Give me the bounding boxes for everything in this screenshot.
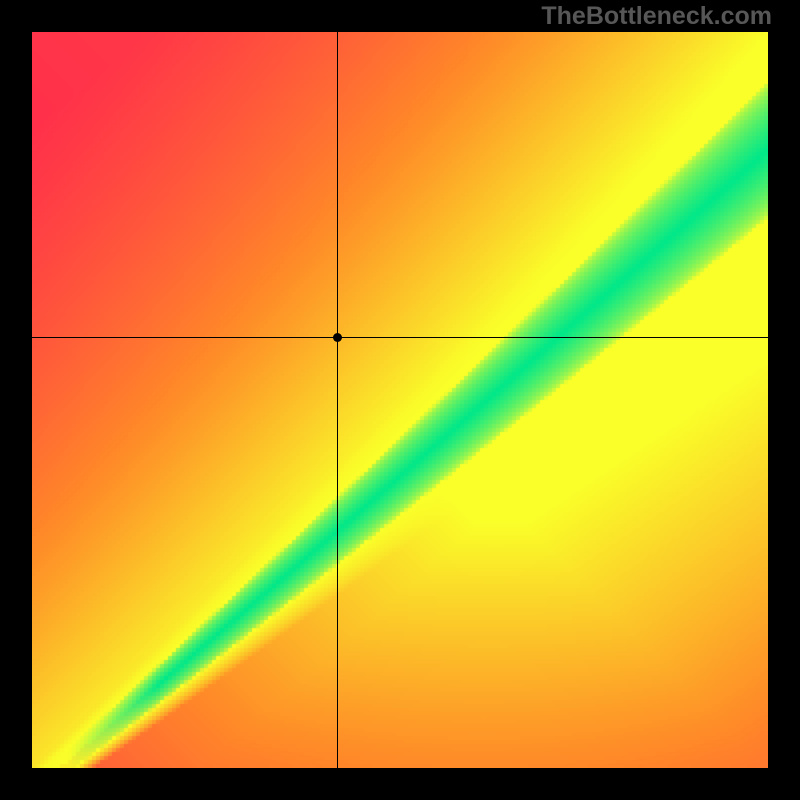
chart-container: TheBottleneck.com	[0, 0, 800, 800]
heatmap-canvas	[32, 32, 768, 768]
plot-area	[32, 32, 768, 768]
crosshair-vertical	[337, 32, 338, 768]
crosshair-horizontal	[32, 337, 768, 338]
watermark-text: TheBottleneck.com	[541, 2, 772, 31]
crosshair-marker	[333, 333, 342, 342]
